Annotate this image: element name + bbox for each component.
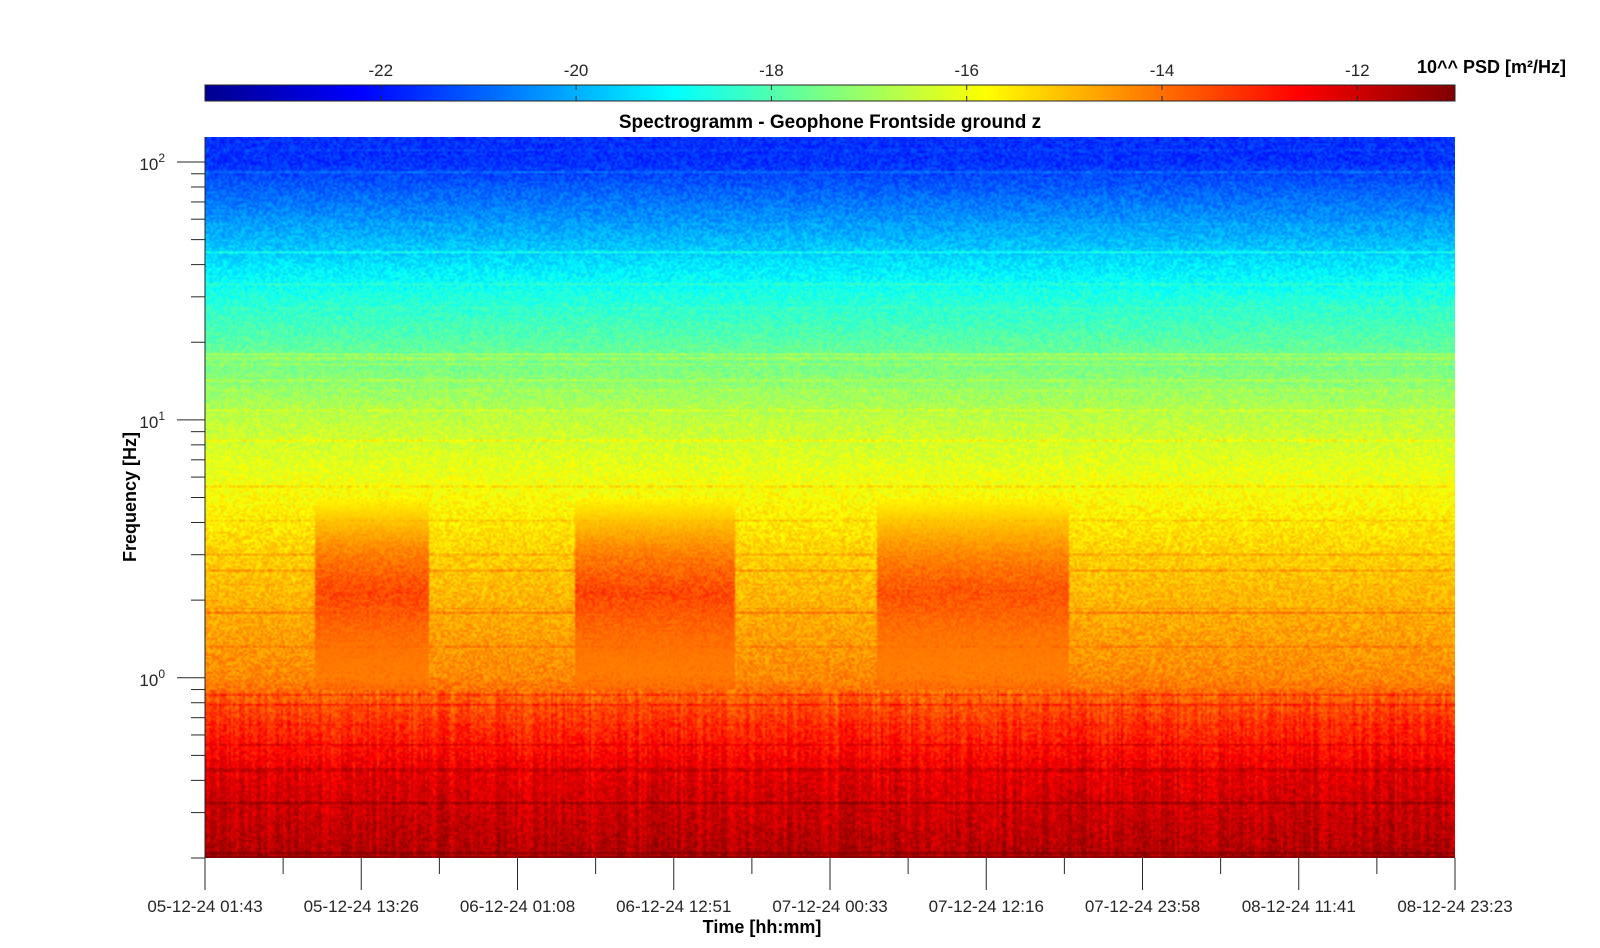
colorbar-ticks: -22 -20 -18 -16 -14 -12 [368,61,1370,101]
plot-area: 100 101 102 05-12-24 01:43 05-12-24 13:26 06… [139,137,1513,916]
x-tick-label: 07-12-24 00:33 [772,897,887,916]
y-axis-label: Frequency [Hz] [120,432,140,562]
x-tick-label: 06-12-24 12:51 [616,897,731,916]
colorbar-tick-label: -14 [1150,61,1175,80]
colorbar-gradient [204,84,1456,102]
colorbar-tick-label: -22 [368,61,393,80]
x-tick-label: 05-12-24 13:26 [304,897,419,916]
colorbar: -22 -20 -18 -16 -14 -12 10^^ PSD [m²/Hz] [204,57,1566,102]
y-tick-label: 102 [139,151,165,174]
x-tick-label: 08-12-24 11:41 [1242,897,1356,916]
x-tick-label: 07-12-24 23:58 [1085,897,1200,916]
colorbar-tick-label: -20 [564,61,589,80]
y-tick-label: 100 [139,667,165,690]
x-tick-label: 06-12-24 01:08 [460,897,575,916]
chart-title: Spectrogramm - Geophone Frontside ground… [619,112,1041,133]
x-axis-label: Time [hh:mm] [703,917,822,937]
colorbar-label: 10^^ PSD [m²/Hz] [1417,57,1566,77]
colorbar-tick-label: -18 [759,61,784,80]
colorbar-tick-label: -16 [954,61,979,80]
y-axis: 100 101 102 [139,137,206,859]
x-axis: 05-12-24 01:43 05-12-24 13:26 06-12-24 01:… [147,858,1513,916]
x-tick-label: 05-12-24 01:43 [147,897,262,916]
x-tick-label: 08-12-24 23:23 [1397,897,1512,916]
y-tick-label: 101 [139,409,165,432]
colorbar-tick-label: -12 [1345,61,1370,80]
spectrogram-heatmap [205,137,1455,858]
x-tick-label: 07-12-24 12:16 [929,897,1044,916]
